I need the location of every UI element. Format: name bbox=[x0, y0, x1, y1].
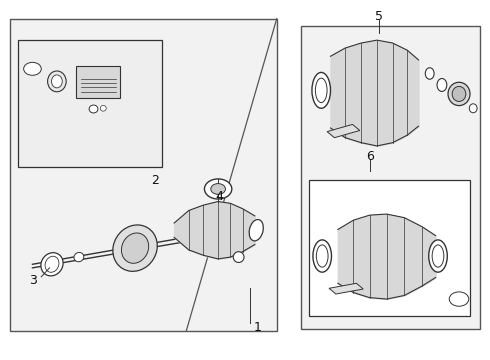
Ellipse shape bbox=[432, 245, 444, 267]
Circle shape bbox=[204, 179, 232, 199]
Ellipse shape bbox=[469, 104, 477, 113]
Text: 2: 2 bbox=[150, 174, 159, 186]
Ellipse shape bbox=[448, 82, 470, 105]
Bar bbox=[18, 40, 162, 167]
Text: 1: 1 bbox=[253, 320, 261, 333]
Text: 4: 4 bbox=[215, 190, 223, 203]
Circle shape bbox=[211, 184, 225, 194]
Ellipse shape bbox=[74, 252, 84, 262]
Ellipse shape bbox=[313, 240, 331, 272]
Ellipse shape bbox=[437, 78, 447, 91]
Ellipse shape bbox=[429, 240, 447, 272]
Ellipse shape bbox=[452, 86, 466, 102]
Text: 3: 3 bbox=[29, 274, 37, 287]
Ellipse shape bbox=[312, 72, 331, 108]
Polygon shape bbox=[329, 283, 363, 294]
Circle shape bbox=[24, 62, 41, 75]
Ellipse shape bbox=[89, 105, 98, 113]
Ellipse shape bbox=[51, 75, 62, 88]
Ellipse shape bbox=[100, 105, 106, 111]
Bar bbox=[309, 180, 470, 316]
Ellipse shape bbox=[113, 225, 157, 271]
Ellipse shape bbox=[249, 220, 263, 241]
Bar bbox=[301, 26, 480, 329]
Bar bbox=[76, 66, 121, 98]
Polygon shape bbox=[327, 125, 360, 138]
Ellipse shape bbox=[233, 252, 244, 262]
Text: 5: 5 bbox=[375, 10, 383, 23]
Text: 6: 6 bbox=[366, 150, 373, 163]
Circle shape bbox=[449, 292, 469, 306]
Ellipse shape bbox=[122, 233, 148, 263]
Bar bbox=[10, 19, 277, 330]
Ellipse shape bbox=[41, 253, 63, 276]
Ellipse shape bbox=[48, 71, 66, 92]
Ellipse shape bbox=[316, 78, 327, 103]
Ellipse shape bbox=[45, 256, 59, 272]
Ellipse shape bbox=[317, 245, 328, 267]
Ellipse shape bbox=[425, 68, 434, 79]
